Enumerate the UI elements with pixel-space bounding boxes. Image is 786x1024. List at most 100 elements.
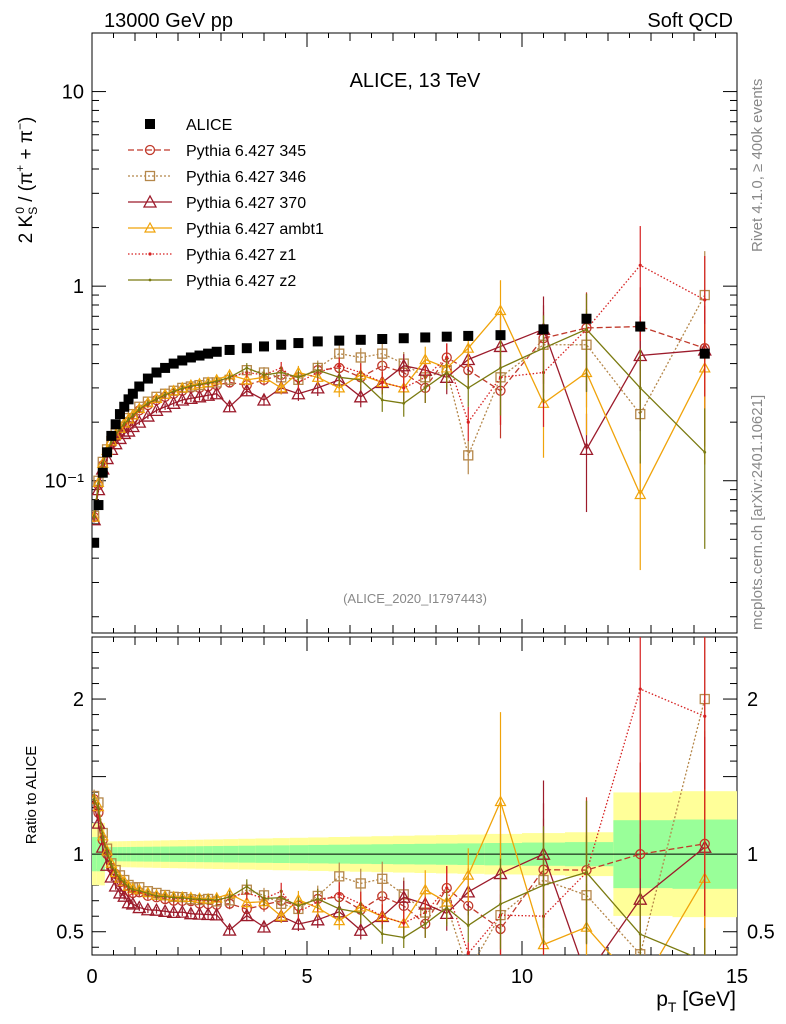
y-tick-label-main: 10⁻¹ (45, 471, 85, 493)
alice-point (93, 500, 104, 511)
y-axis-label-ratio: Ratio to ALICE (23, 746, 40, 844)
legend-marker-p346 (144, 170, 156, 182)
alice-point (127, 388, 138, 399)
alice-point (119, 401, 130, 412)
y-tick-label-ratio: 1 (73, 844, 84, 866)
ratio-series-layer (92, 637, 712, 992)
y-axis-label-main: 2 KS0 / (π+ + π−) (13, 117, 40, 244)
legend-marker-p345 (144, 144, 156, 156)
y-tick-label-ratio-right: 2 (747, 689, 758, 711)
alice-point (635, 321, 646, 332)
chart-title: ALICE, 13 TeV (350, 70, 481, 92)
data-point (355, 352, 366, 363)
data-point (333, 381, 346, 393)
data-point (396, 358, 411, 372)
data-point (353, 389, 368, 403)
ratio-point (239, 908, 254, 922)
alice-point (224, 344, 235, 355)
ratio-point (396, 889, 411, 903)
alice-point (102, 447, 113, 458)
data-point (92, 512, 102, 526)
ratio-point (132, 900, 147, 914)
ratio-point (275, 909, 288, 921)
data-point (466, 420, 470, 424)
data-point (257, 371, 271, 382)
mcplots-label: mcplots.cern.ch [arXiv:2401.10621] (749, 395, 766, 630)
alice-point (194, 350, 205, 361)
ratio-point (581, 970, 593, 981)
alice-point (312, 336, 323, 347)
alice-point (134, 381, 145, 392)
y-tick-label-ratio-right: 0.5 (747, 922, 775, 944)
ratio-point (333, 914, 346, 926)
alice-point (106, 430, 117, 441)
legend-label: Pythia 6.427 346 (186, 169, 306, 186)
data-point (125, 419, 140, 433)
legend-label: Pythia 6.427 370 (186, 195, 306, 212)
alice-point (355, 334, 366, 345)
alice-point (185, 352, 196, 363)
data-point (462, 341, 475, 353)
alice-point (211, 346, 222, 357)
legend: ALICE Pythia 6.427 345 Pythia 6.427 346 Pyt… (128, 117, 324, 290)
alice-point (420, 332, 431, 343)
ratio-point (353, 922, 368, 936)
x-tick-label: 15 (726, 966, 748, 988)
ratio-point (117, 888, 132, 902)
alice-point (581, 313, 592, 324)
ratio-point (121, 895, 136, 909)
alice-point (97, 467, 108, 478)
alice-point (110, 419, 121, 430)
data-point (377, 348, 388, 359)
data-point (494, 304, 507, 316)
ratio-point (635, 983, 645, 992)
alice-point (168, 358, 179, 369)
header-left: 13000 GeV pp (104, 10, 233, 32)
y-tick-label-main: 10 (62, 82, 84, 104)
alice-point (177, 355, 188, 366)
series-ambt1 (92, 280, 711, 571)
x-tick-label: 5 (301, 966, 312, 988)
legend-marker-z1 (148, 252, 152, 256)
legend-label: ALICE (186, 117, 232, 134)
alice-point (142, 373, 153, 384)
data-point (117, 426, 132, 440)
legend-label: Pythia 6.427 345 (186, 143, 306, 160)
series-line (93, 328, 705, 520)
legend-marker-p370 (142, 194, 158, 208)
header-right: Soft QCD (647, 10, 733, 32)
legend-marker-alice (145, 119, 155, 129)
ratio-point (355, 878, 366, 889)
ratio-point (462, 868, 475, 880)
legend-label: Pythia 6.427 ambt1 (186, 221, 324, 238)
alice-point (334, 335, 345, 346)
x-tick-label: 10 (511, 966, 533, 988)
x-axis-label: pT [GeV] (656, 988, 736, 1015)
main-axes: 10 1 10⁻¹ (45, 32, 738, 633)
data-point (121, 423, 136, 437)
alice-point (276, 339, 287, 350)
data-point (579, 441, 594, 455)
alice-point (259, 341, 269, 352)
ratio-line (93, 688, 706, 955)
alice-point (441, 331, 452, 342)
legend-label: Pythia 6.427 z1 (186, 247, 296, 264)
series-line (93, 328, 706, 518)
y-tick-label-ratio: 2 (73, 689, 84, 711)
legend-marker-z2 (148, 278, 152, 282)
series-alice (92, 313, 710, 548)
analysis-id: (ALICE_2020_I1797443) (343, 591, 487, 606)
y-tick-label-ratio-right: 1 (747, 844, 758, 866)
series-line (93, 325, 705, 518)
series-p370 (92, 296, 712, 526)
ratio-point (222, 922, 237, 936)
data-point (256, 392, 272, 406)
alice-point (463, 330, 474, 341)
ratio-series-z2 (92, 792, 706, 955)
alice-point (398, 333, 409, 344)
series-z2 (92, 293, 707, 549)
rivet-label: Rivet 4.1.0, ≥ 400k events (749, 79, 766, 252)
alice-point (495, 330, 506, 341)
legend-label: Pythia 6.427 z2 (186, 273, 296, 290)
